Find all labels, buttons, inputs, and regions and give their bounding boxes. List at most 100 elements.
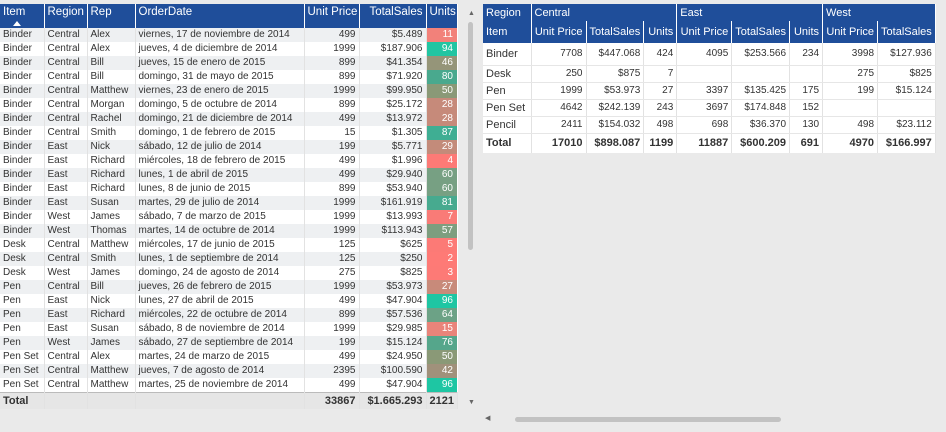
table-row[interactable]: Binder Central Alex jueves, 4 de diciembre …: [0, 42, 457, 56]
cell-unit-price: 499: [304, 378, 360, 393]
measure-header-units[interactable]: Units: [789, 21, 824, 43]
cell-rep: Susan: [87, 196, 136, 210]
chevron-left-icon[interactable]: ◀: [485, 415, 491, 422]
table-row[interactable]: Binder West James sábado, 7 de marzo de 201…: [0, 210, 457, 224]
table-row[interactable]: Binder Central Matthew viernes, 23 de enero…: [0, 84, 457, 98]
cell-item: Binder: [0, 224, 45, 238]
table-row[interactable]: Binder Central Bill domingo, 31 de mayo de …: [0, 70, 457, 84]
matrix-cell: 498: [643, 116, 678, 134]
header-rep[interactable]: Rep: [87, 4, 136, 28]
table-row[interactable]: Binder East Richard lunes, 1 de abril de 20…: [0, 168, 457, 182]
scrollbar-thumb[interactable]: [468, 22, 473, 250]
table-row[interactable]: Binder Central Morgan domingo, 5 de octubre…: [0, 98, 457, 112]
matrix-cell: 250: [531, 65, 587, 83]
matrix-header-item[interactable]: Item: [483, 21, 532, 43]
horizontal-scrollbar[interactable]: ◀: [483, 415, 943, 425]
region-header-east[interactable]: East: [676, 4, 824, 21]
cell-unit-price: 899: [304, 308, 360, 322]
cell-total-sales: $13.972: [359, 112, 427, 126]
measure-header-total-sales[interactable]: TotalSales: [877, 21, 936, 43]
measure-header-units[interactable]: Units: [643, 21, 678, 43]
sort-ascending-icon: [13, 21, 21, 26]
matrix-row[interactable]: Pencil 2411 $154.032 498 698 $36.370 130 498 $23…: [483, 116, 936, 134]
cell-item: Pen: [0, 322, 45, 336]
table-row[interactable]: Binder West Thomas martes, 14 de octubre de…: [0, 224, 457, 238]
scrollbar-thumb[interactable]: [515, 417, 781, 422]
table-row[interactable]: Binder East Nick sábado, 12 de julio de 201…: [0, 140, 457, 154]
matrix-header-region[interactable]: Region: [483, 4, 532, 21]
header-units[interactable]: Units: [426, 4, 458, 28]
table-total-row: Total 33867 $1.665.293 2121: [0, 392, 458, 409]
table-row[interactable]: Binder East Susan martes, 29 de julio de 20…: [0, 196, 457, 210]
cell-orderdate: domingo, 5 de octubre de 2014: [135, 98, 305, 112]
header-region[interactable]: Region: [44, 4, 88, 28]
cell-units: 81: [426, 196, 457, 210]
measure-header-unit-price[interactable]: Unit Price: [822, 21, 879, 43]
cell-item: Pen: [0, 336, 45, 350]
cell-unit-price: 499: [304, 154, 360, 168]
matrix-cell: 199: [822, 82, 879, 100]
cell-total-sales: $13.993: [359, 210, 427, 224]
cell-region: East: [44, 294, 88, 308]
matrix-row[interactable]: Desk 250 $875 7 275 $825: [483, 65, 936, 83]
table-row[interactable]: Pen West James sábado, 27 de septiembre de …: [0, 336, 457, 350]
table-row[interactable]: Desk Central Matthew miércoles, 17 de junio…: [0, 238, 457, 252]
matrix-row[interactable]: Pen 1999 $53.973 27 3397 $135.425 175 199 $15.12…: [483, 82, 936, 100]
matrix-cell: $135.425: [731, 82, 791, 100]
table-row[interactable]: Pen East Nick lunes, 27 de abril de 2015 499…: [0, 294, 457, 308]
header-orderdate[interactable]: OrderDate: [135, 4, 305, 28]
cell-units: 3: [426, 266, 457, 280]
cell-units: 57: [426, 224, 457, 238]
chevron-down-icon[interactable]: ▼: [468, 399, 475, 406]
cell-rep: Alex: [87, 42, 136, 56]
header-total-sales[interactable]: TotalSales: [359, 4, 427, 28]
region-header-central[interactable]: Central: [531, 4, 678, 21]
cell-total-sales: $24.950: [359, 350, 427, 364]
cell-region: West: [44, 336, 88, 350]
measure-header-total-sales[interactable]: TotalSales: [731, 21, 791, 43]
cell-unit-price: 899: [304, 182, 360, 196]
measure-header-unit-price[interactable]: Unit Price: [676, 21, 733, 43]
matrix-row[interactable]: Pen Set 4642 $242.139 243 3697 $174.848 152: [483, 99, 936, 117]
table-row[interactable]: Binder Central Smith domingo, 1 de febrero …: [0, 126, 457, 140]
table-row[interactable]: Binder Central Bill jueves, 15 de enero de …: [0, 56, 457, 70]
table-row[interactable]: Desk West James domingo, 24 de agosto de 20…: [0, 266, 457, 280]
total-unit-price: 33867: [304, 392, 360, 409]
cell-orderdate: lunes, 8 de junio de 2015: [135, 182, 305, 196]
table-row[interactable]: Pen Central Bill jueves, 26 de febrero de 2…: [0, 280, 457, 294]
measure-header-total-sales[interactable]: TotalSales: [586, 21, 645, 43]
table-row[interactable]: Desk Central Smith lunes, 1 de septiembre d…: [0, 252, 457, 266]
table-row[interactable]: Binder Central Rachel domingo, 21 de diciem…: [0, 112, 457, 126]
table-row[interactable]: Pen Set Central Matthew martes, 25 de novie…: [0, 378, 457, 393]
cell-total-sales: $250: [359, 252, 427, 266]
cell-rep: Matthew: [87, 378, 136, 393]
matrix-row[interactable]: Binder 7708 $447.068 424 4095 $253.566 234 3998…: [483, 43, 936, 66]
cell-item: Desk: [0, 238, 45, 252]
table-row[interactable]: Pen Set Central Matthew jueves, 7 de agosto…: [0, 364, 457, 378]
matrix-cell: 3697: [676, 99, 733, 117]
header-unit-price[interactable]: Unit Price: [304, 4, 360, 28]
matrix-cell: $825: [877, 65, 936, 83]
cell-unit-price: 899: [304, 56, 360, 70]
chevron-up-icon[interactable]: ▲: [468, 10, 475, 17]
cell-item: Binder: [0, 56, 45, 70]
table-row[interactable]: Pen East Richard miércoles, 22 de octubre d…: [0, 308, 457, 322]
header-item[interactable]: Item: [0, 4, 45, 28]
matrix-cell: 1999: [531, 82, 587, 100]
table-row[interactable]: Pen Set Central Alex martes, 24 de marzo de…: [0, 350, 457, 364]
table-row[interactable]: Binder Central Alex viernes, 17 de noviembr…: [0, 28, 457, 42]
cell-rep: Bill: [87, 280, 136, 294]
cell-region: Central: [44, 350, 88, 364]
matrix-cell: 234: [789, 43, 824, 66]
measure-header-unit-price[interactable]: Unit Price: [531, 21, 587, 43]
table-row[interactable]: Binder East Richard lunes, 8 de junio de 20…: [0, 182, 457, 196]
cell-rep: Smith: [87, 126, 136, 140]
vertical-scrollbar[interactable]: ▲ ▼: [466, 4, 476, 406]
cell-orderdate: domingo, 21 de diciembre de 2014: [135, 112, 305, 126]
table-row[interactable]: Pen East Susan sábado, 8 de noviembre de 20…: [0, 322, 457, 336]
cell-units: 46: [426, 56, 457, 70]
region-header-west[interactable]: West: [822, 4, 936, 21]
table-row[interactable]: Binder East Richard miércoles, 18 de febrer…: [0, 154, 457, 168]
matrix-cell: 130: [789, 116, 824, 134]
cell-item: Pen: [0, 294, 45, 308]
